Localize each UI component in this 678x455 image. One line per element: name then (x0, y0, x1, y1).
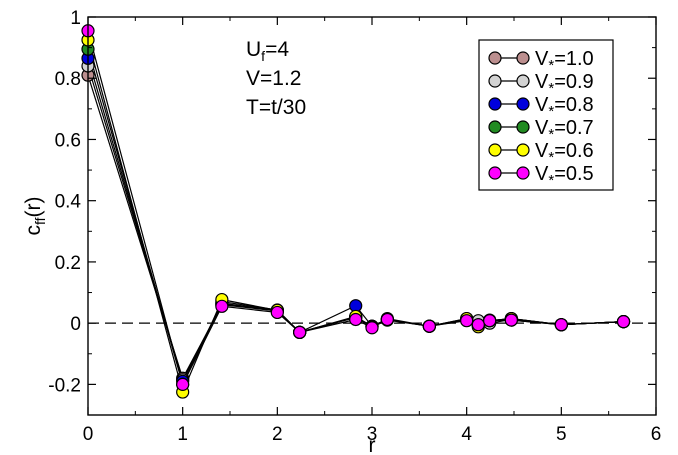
annotation-main: T=t/30 (246, 96, 306, 119)
legend-label-main: V (535, 163, 549, 185)
y-axis-label-rest: (r) (22, 196, 45, 217)
legend-marker-1 (488, 74, 502, 88)
y-tick-label: 0.4 (55, 192, 82, 213)
annotation-block: Uf=4 V=1.2 T=t/30 (246, 38, 306, 119)
x-tick-label: 5 (556, 424, 567, 445)
legend-marker-0 (516, 51, 530, 65)
legend-label-subscript: * (548, 172, 554, 189)
legend-marker-1 (516, 74, 530, 88)
x-tick-label: 1 (177, 424, 188, 445)
legend-label-subscript: * (548, 126, 554, 143)
legend-label-main: V (535, 140, 549, 162)
data-point-5-7 (380, 312, 394, 327)
legend-marker-2 (488, 97, 502, 111)
annotation-main: V=1.2 (246, 67, 301, 90)
legend-label-2: V*=0.8 (535, 94, 594, 120)
data-point-5-6 (365, 321, 379, 335)
legend-marker-2 (516, 97, 530, 111)
x-tick-label: 2 (272, 424, 283, 445)
annotation-subscript: f (261, 48, 265, 64)
y-tick-label: 1 (70, 8, 81, 29)
legend-label-main: V (535, 94, 549, 116)
data-point-5-4 (293, 325, 307, 339)
data-point-5-13 (554, 318, 568, 332)
legend: V*=1.0V*=0.9V*=0.8V*=0.7V*=0.6V*=0.5 (478, 39, 614, 191)
y-axis-label: cff(r) (22, 196, 48, 235)
x-axis-label: r (369, 434, 376, 455)
data-point-5-12 (504, 313, 518, 327)
y-tick-label: 0.6 (55, 130, 81, 151)
legend-label-5: V*=0.5 (535, 163, 594, 189)
legend-marker-3 (516, 120, 530, 134)
y-tick-label: 0.2 (55, 253, 81, 274)
data-point-5-11 (483, 314, 497, 328)
legend-label-subscript: * (548, 103, 554, 120)
x-tick-label: 3 (367, 424, 378, 445)
data-point-5-8 (422, 319, 436, 333)
legend-marker-4 (488, 143, 502, 157)
x-tick-label: 4 (461, 424, 472, 445)
legend-marker-5 (488, 166, 502, 180)
legend-label-rest: =0.5 (554, 163, 593, 185)
legend-marker-3 (488, 120, 502, 134)
annotation-1: V=1.2 (246, 67, 301, 90)
y-tick-label: 0 (70, 314, 81, 335)
legend-label-4: V*=0.6 (535, 140, 594, 166)
legend-label-rest: =1.0 (554, 48, 593, 70)
legend-label-rest: =0.6 (554, 140, 593, 162)
legend-label-subscript: * (548, 149, 554, 166)
legend-label-3: V*=0.7 (535, 117, 594, 143)
series-layer (81, 24, 631, 399)
y-axis-label-main: c (22, 225, 45, 236)
legend-marker-0 (488, 51, 502, 65)
data-point-5-1 (176, 377, 190, 391)
legend-label-1: V*=0.9 (535, 71, 594, 97)
legend-label-rest: =0.8 (554, 94, 593, 116)
legend-label-main: V (535, 48, 549, 70)
legend-box (478, 39, 614, 191)
axis-ticks: 0 1 2 3 4 5 6 -0.2 0 0.2 0.4 0.6 0.8 1 (48, 8, 661, 445)
axis-labels: r cff(r) (22, 196, 376, 455)
y-tick-label: -0.2 (48, 375, 81, 396)
legend-marker-5 (516, 166, 530, 180)
x-tick-label: 0 (83, 424, 94, 445)
annotation-rest: =4 (265, 38, 289, 61)
annotation-0: Uf=4 (246, 38, 289, 64)
data-point-5-5 (349, 312, 363, 327)
legend-label-subscript: * (548, 57, 554, 74)
legend-label-subscript: * (548, 80, 554, 97)
data-point-5-14 (616, 315, 631, 329)
data-point-5-2 (215, 299, 229, 313)
legend-label-0: V*=1.0 (535, 48, 594, 74)
legend-marker-4 (516, 143, 530, 157)
y-axis-label-group: cff(r) (22, 196, 48, 235)
legend-label-main: V (535, 71, 549, 93)
legend-label-rest: =0.7 (554, 117, 593, 139)
data-point-5-9 (460, 314, 474, 328)
x-tick-label: 6 (651, 424, 662, 445)
y-axis-label-subscript: ff (32, 217, 48, 225)
data-point-5-3 (270, 305, 284, 320)
annotation-2: T=t/30 (246, 96, 306, 119)
legend-label-rest: =0.9 (554, 71, 593, 93)
data-point-5-10 (471, 318, 485, 332)
legend-label-main: V (535, 117, 549, 139)
y-tick-label: 0.8 (55, 69, 81, 90)
annotation-main: U (246, 38, 261, 61)
